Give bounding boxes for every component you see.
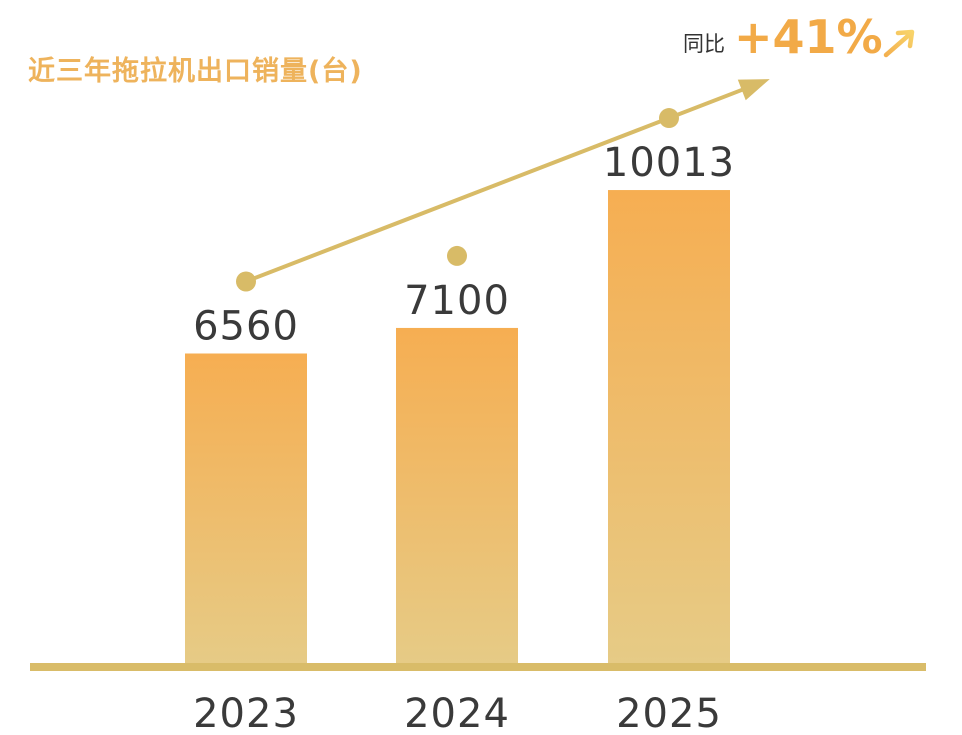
x-tick-label-2023: 2023	[193, 691, 299, 731]
x-tick-label-2024: 2024	[404, 691, 510, 731]
yoy-label: 同比	[683, 32, 725, 56]
chart-title: 近三年拖拉机出口销量(台)	[28, 55, 363, 87]
trend-point-2024	[447, 245, 467, 266]
bars-layer	[185, 190, 730, 664]
data-label-2024: 7100	[404, 278, 510, 324]
trend-point-2025	[659, 108, 679, 129]
yoy-value: +41%	[734, 10, 883, 64]
trend-arrowhead-icon	[737, 79, 770, 101]
bar-2024	[396, 327, 518, 664]
trend-point-2023	[236, 271, 256, 292]
x-axis-line	[30, 663, 926, 671]
labels-layer: 6560 2023 7100 2024 10013 2025	[193, 140, 735, 735]
data-label-2023: 6560	[193, 303, 299, 349]
trend-layer	[236, 79, 770, 292]
bar-2025	[608, 190, 730, 664]
yoy-arrow-icon	[883, 29, 915, 58]
data-label-2025: 10013	[603, 140, 735, 186]
x-tick-label-2025: 2025	[616, 691, 722, 731]
bar-2023	[185, 353, 307, 664]
